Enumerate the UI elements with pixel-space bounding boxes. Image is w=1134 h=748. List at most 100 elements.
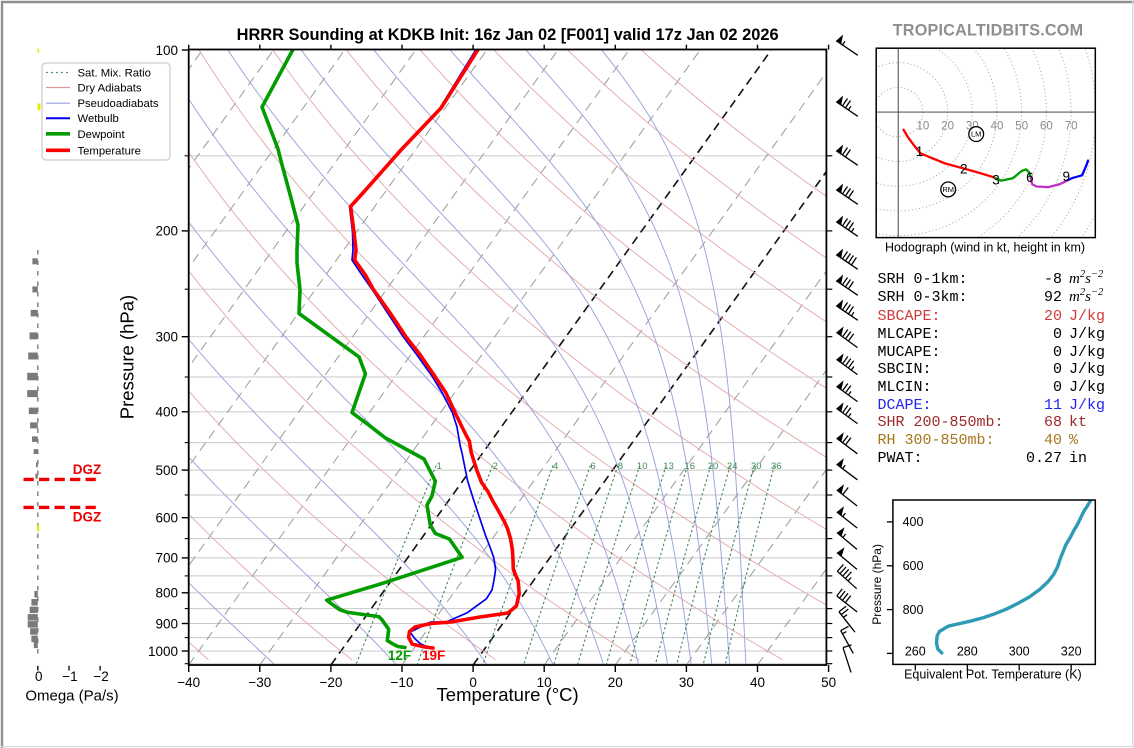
svg-text:PWAT:: PWAT: bbox=[878, 450, 923, 467]
svg-text:Hodograph (wind in kt, height: Hodograph (wind in kt, height in km) bbox=[885, 241, 1085, 255]
svg-text:J/kg: J/kg bbox=[1069, 308, 1105, 325]
svg-text:10: 10 bbox=[917, 121, 930, 133]
svg-text:J/kg: J/kg bbox=[1069, 397, 1105, 414]
svg-text:500: 500 bbox=[155, 463, 178, 478]
svg-text:300: 300 bbox=[155, 330, 178, 345]
svg-text:SBCIN:: SBCIN: bbox=[878, 361, 932, 378]
svg-text:20: 20 bbox=[708, 461, 719, 472]
svg-text:36: 36 bbox=[771, 461, 782, 472]
svg-text:30: 30 bbox=[679, 675, 694, 690]
svg-text:0: 0 bbox=[1053, 361, 1062, 378]
svg-text:Temperature: Temperature bbox=[78, 145, 141, 157]
svg-text:70: 70 bbox=[1065, 121, 1078, 133]
svg-text:RM: RM bbox=[942, 185, 954, 194]
svg-text:280: 280 bbox=[957, 645, 978, 659]
svg-text:320: 320 bbox=[1061, 645, 1082, 659]
svg-text:J/kg: J/kg bbox=[1069, 361, 1105, 378]
svg-text:200: 200 bbox=[155, 224, 178, 239]
svg-text:800: 800 bbox=[903, 603, 924, 617]
svg-text:6: 6 bbox=[1026, 170, 1034, 185]
svg-text:4: 4 bbox=[553, 461, 558, 472]
svg-text:RH 300-850mb:: RH 300-850mb: bbox=[878, 432, 995, 449]
svg-text:-8: -8 bbox=[1044, 271, 1062, 288]
svg-text:9: 9 bbox=[1063, 169, 1071, 184]
svg-text:900: 900 bbox=[155, 616, 178, 631]
svg-text:40: 40 bbox=[750, 675, 765, 690]
svg-text:30: 30 bbox=[751, 461, 762, 472]
svg-text:in: in bbox=[1069, 450, 1087, 467]
svg-text:−2: −2 bbox=[93, 669, 108, 684]
svg-text:SRH 0-3km:: SRH 0-3km: bbox=[878, 289, 968, 306]
svg-text:11: 11 bbox=[1044, 397, 1062, 414]
svg-text:MLCAPE:: MLCAPE: bbox=[878, 326, 941, 343]
svg-text:20: 20 bbox=[608, 675, 623, 690]
svg-text:400: 400 bbox=[155, 405, 178, 420]
svg-text:8: 8 bbox=[618, 461, 623, 472]
svg-text:Pressure (hPa): Pressure (hPa) bbox=[870, 544, 884, 625]
svg-text:Wetbulb: Wetbulb bbox=[78, 113, 119, 125]
svg-text:0.27: 0.27 bbox=[1026, 450, 1062, 467]
svg-text:100: 100 bbox=[155, 43, 178, 58]
svg-text:J/kg: J/kg bbox=[1069, 326, 1105, 343]
svg-text:Equivalent Pot. Temperature (K: Equivalent Pot. Temperature (K) bbox=[904, 668, 1082, 682]
svg-text:−30: −30 bbox=[248, 675, 271, 690]
svg-text:Omega (Pa/s): Omega (Pa/s) bbox=[25, 688, 118, 705]
svg-text:1: 1 bbox=[436, 461, 441, 472]
svg-text:J/kg: J/kg bbox=[1069, 344, 1105, 361]
svg-text:DGZ: DGZ bbox=[73, 510, 102, 525]
svg-text:19F: 19F bbox=[422, 648, 445, 663]
svg-text:40: 40 bbox=[991, 121, 1004, 133]
svg-text:16: 16 bbox=[684, 461, 695, 472]
svg-text:Sat. Mix. Ratio: Sat. Mix. Ratio bbox=[78, 68, 151, 80]
svg-text:MLCIN:: MLCIN: bbox=[878, 379, 932, 396]
svg-text:6: 6 bbox=[590, 461, 595, 472]
svg-text:kt: kt bbox=[1069, 414, 1087, 431]
svg-text:24: 24 bbox=[727, 461, 738, 472]
svg-text:2: 2 bbox=[493, 461, 498, 472]
svg-text:DGZ: DGZ bbox=[73, 462, 102, 477]
svg-text:2: 2 bbox=[960, 162, 968, 177]
svg-text:TROPICALTIDBITS.COM: TROPICALTIDBITS.COM bbox=[893, 22, 1084, 40]
svg-text:MUCAPE:: MUCAPE: bbox=[878, 344, 941, 361]
svg-text:92: 92 bbox=[1044, 289, 1062, 306]
svg-text:3: 3 bbox=[992, 173, 1000, 188]
svg-text:10: 10 bbox=[537, 675, 552, 690]
svg-text:−1: −1 bbox=[62, 669, 77, 684]
svg-text:0: 0 bbox=[1053, 344, 1062, 361]
svg-text:HRRR Sounding at KDKB Init: 16: HRRR Sounding at KDKB Init: 16z Jan 02 [… bbox=[237, 26, 779, 44]
svg-text:%: % bbox=[1069, 432, 1079, 449]
svg-text:60: 60 bbox=[1040, 121, 1053, 133]
svg-text:12F: 12F bbox=[388, 648, 411, 663]
svg-text:0: 0 bbox=[1053, 326, 1062, 343]
svg-text:400: 400 bbox=[903, 515, 924, 529]
svg-text:13: 13 bbox=[663, 461, 674, 472]
svg-text:J/kg: J/kg bbox=[1069, 379, 1105, 396]
svg-text:SBCAPE:: SBCAPE: bbox=[878, 308, 941, 325]
svg-text:700: 700 bbox=[155, 551, 178, 566]
svg-text:800: 800 bbox=[155, 586, 178, 601]
svg-text:Temperature (°C): Temperature (°C) bbox=[437, 684, 579, 705]
svg-text:40: 40 bbox=[1044, 432, 1062, 449]
svg-text:260: 260 bbox=[905, 645, 926, 659]
svg-text:0: 0 bbox=[1053, 379, 1062, 396]
svg-text:50: 50 bbox=[1015, 121, 1028, 133]
svg-text:20: 20 bbox=[1044, 308, 1062, 325]
svg-text:68: 68 bbox=[1044, 414, 1062, 431]
svg-text:SHR 200-850mb:: SHR 200-850mb: bbox=[878, 414, 1004, 431]
svg-text:0: 0 bbox=[469, 675, 477, 690]
svg-text:1: 1 bbox=[916, 144, 924, 159]
svg-text:600: 600 bbox=[903, 559, 924, 573]
svg-text:600: 600 bbox=[155, 511, 178, 526]
svg-text:SRH 0-1km:: SRH 0-1km: bbox=[878, 271, 968, 288]
svg-text:DCAPE:: DCAPE: bbox=[878, 397, 932, 414]
svg-text:1000: 1000 bbox=[148, 644, 178, 659]
svg-text:10: 10 bbox=[637, 461, 648, 472]
svg-text:0: 0 bbox=[35, 669, 43, 684]
svg-text:−40: −40 bbox=[177, 675, 200, 690]
svg-text:Pseudoadiabats: Pseudoadiabats bbox=[78, 98, 159, 110]
svg-text:Dewpoint: Dewpoint bbox=[78, 129, 126, 141]
svg-text:20: 20 bbox=[941, 121, 954, 133]
svg-text:Pressure (hPa): Pressure (hPa) bbox=[117, 295, 138, 419]
svg-text:LM: LM bbox=[971, 130, 981, 139]
svg-text:Dry Adiabats: Dry Adiabats bbox=[78, 83, 142, 95]
